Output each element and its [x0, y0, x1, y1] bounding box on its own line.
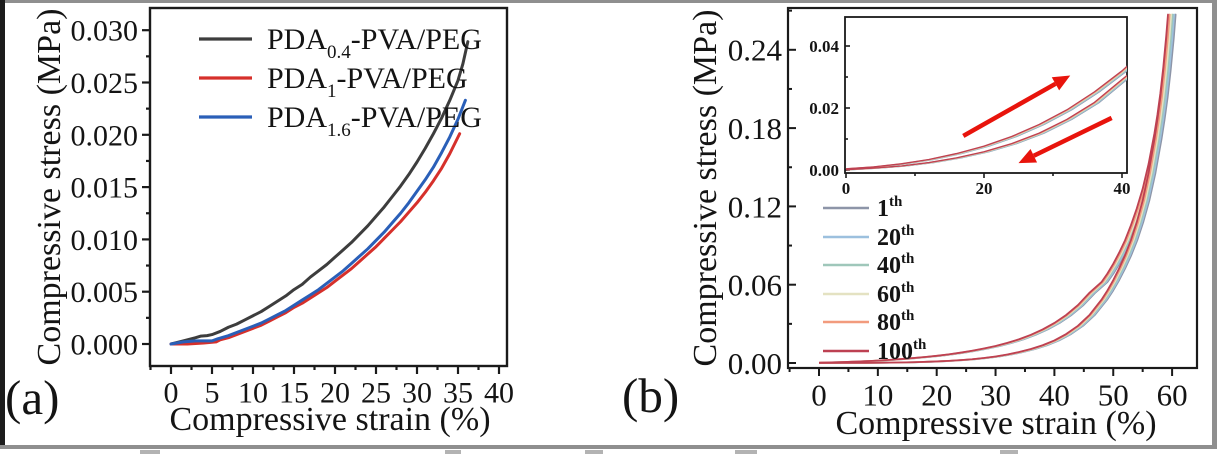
- cropped-text-fragment: [1000, 450, 1018, 454]
- y-tick-label: 0.00: [809, 161, 839, 180]
- panel-a-x-axis-title: Compressive strain (%): [169, 401, 491, 438]
- x-tick-label: 25: [361, 377, 391, 410]
- panel-a-letter: (a): [5, 370, 60, 425]
- figure-border-bottom: [0, 445, 1217, 449]
- hysteresis-arrows: [962, 75, 1113, 164]
- x-tick-label: 10: [862, 377, 893, 412]
- x-tick-label: 40: [1039, 377, 1070, 412]
- cropped-text-fragment: [735, 450, 757, 454]
- legend-label-PDA1.6-PVA/PEG: PDA1.6-PVA/PEG: [267, 101, 482, 141]
- panel-b-x-axis-title: Compressive strain (%): [835, 405, 1157, 442]
- inset-cycle-100th: [845, 65, 1127, 171]
- x-tick-label: 30: [402, 377, 432, 410]
- y-tick-label: 0.005: [71, 276, 139, 309]
- x-tick-label: 40: [1114, 179, 1131, 198]
- series-PDA1-PVA/PEG: [169, 132, 462, 346]
- y-tick-label: 0.24: [728, 33, 783, 68]
- legend-label-100th: 100th: [877, 337, 927, 365]
- y-tick-label: 0.06: [728, 268, 782, 303]
- panel-b-letter: (b): [622, 368, 680, 423]
- x-tick-label: 60: [1157, 377, 1188, 412]
- legend-label-80th: 80th: [877, 308, 915, 336]
- cropped-text-fragment: [445, 450, 461, 454]
- y-tick-label: 0.020: [71, 119, 139, 152]
- y-tick-label: 0.000: [71, 329, 139, 362]
- x-tick-label: 20: [976, 179, 993, 198]
- legend-label-PDA0.4-PVA/PEG: PDA0.4-PVA/PEG: [267, 23, 482, 63]
- y-tick-label: 0.12: [728, 189, 782, 224]
- y-tick-label: 0.030: [71, 15, 139, 48]
- legend-label-PDA1-PVA/PEG: PDA1-PVA/PEG: [267, 62, 468, 102]
- y-tick-label: 0.025: [71, 67, 139, 100]
- x-tick-label: 30: [980, 377, 1011, 412]
- series-PDA0.4-PVA/PEG: [169, 40, 470, 346]
- y-tick-label: 0.02: [809, 99, 839, 118]
- plot-frame: [844, 16, 1128, 174]
- y-tick-label: 0.04: [809, 37, 839, 56]
- x-tick-label: 50: [1098, 377, 1129, 412]
- x-tick-label: 40: [484, 377, 514, 410]
- x-tick-label: 35: [443, 377, 473, 410]
- figure-border-top: [0, 0, 1217, 3]
- x-tick-label: 15: [279, 377, 309, 410]
- legend-label-1th: 1th: [877, 194, 903, 222]
- figure-border-left: [0, 0, 5, 449]
- cycle-100th: [818, 13, 1169, 364]
- x-tick-label: 20: [921, 377, 952, 412]
- panel-b-inset: 0 20 40 0.00 0.02 0.04: [809, 16, 1131, 198]
- x-tick-label: 0: [811, 377, 827, 412]
- panel-b-y-axis-title: Compressive stress (MPa): [687, 9, 724, 367]
- legend-label-20th: 20th: [877, 223, 915, 251]
- x-tick-label: 5: [205, 377, 220, 410]
- unloading-arrow-icon: [1018, 115, 1113, 164]
- y-tick-label: 0.00: [728, 346, 782, 381]
- y-tick-label: 0.015: [71, 172, 139, 205]
- x-tick-label: 0: [842, 179, 851, 198]
- x-tick-label: 10: [238, 377, 268, 410]
- x-tick-label: 0: [164, 377, 179, 410]
- panel-a-y-axis-title: Compressive stress (MPa): [31, 8, 68, 366]
- loading-arrow-icon: [962, 75, 1071, 138]
- plot-frame: [786, 6, 1199, 370]
- cropped-text-fragment: [585, 450, 603, 454]
- legend-label-40th: 40th: [877, 251, 915, 279]
- panel-a-plot: 0 5 10 15 20 25 30 35 40 0.000 0.005 0.010 0.015 0.02…: [71, 6, 514, 410]
- figure-border-right: [1212, 0, 1217, 449]
- y-tick-label: 0.010: [71, 224, 139, 257]
- x-tick-label: 20: [320, 377, 350, 410]
- cropped-text-fragment: [140, 450, 160, 454]
- y-tick-label: 0.18: [728, 111, 782, 146]
- series-PDA1.6-PVA/PEG: [169, 98, 467, 346]
- panel-b-plot: 0 10 20 30 40 50 60 0.00 0.06 0.12 0.18 0.24 1th20th…: [728, 6, 1199, 412]
- legend-label-60th: 60th: [877, 280, 915, 308]
